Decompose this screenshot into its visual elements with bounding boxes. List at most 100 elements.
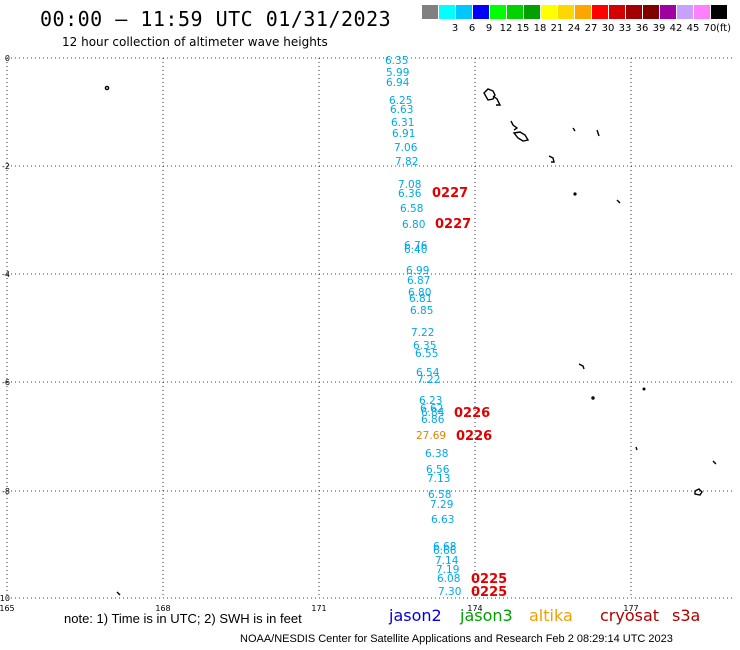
island bbox=[512, 131, 530, 142]
color-scale-tick: 27 bbox=[584, 23, 598, 34]
wave-height-label: 7.13 bbox=[427, 473, 450, 485]
wave-height-label: 7.29 bbox=[430, 499, 453, 511]
footer-note: note: 1) Time is in UTC; 2) SWH is in fe… bbox=[64, 611, 302, 626]
color-scale-tick: 24 bbox=[567, 23, 581, 34]
lat-axis-label: -4 bbox=[2, 270, 10, 279]
wave-height-label: 7.82 bbox=[395, 156, 418, 168]
color-swatch bbox=[626, 5, 642, 19]
satellite-legend-jason3: jason3 bbox=[460, 606, 513, 625]
wave-height-label: 6.55 bbox=[415, 348, 438, 360]
map-title: 00:00 – 11:59 UTC 01/31/2023 bbox=[40, 7, 392, 31]
color-scale-unit: (ft) bbox=[716, 23, 732, 34]
pass-time-label: 0227 bbox=[435, 217, 471, 232]
color-swatch bbox=[575, 5, 591, 19]
color-swatch bbox=[677, 5, 693, 19]
wave-height-label: 6.66 bbox=[433, 545, 457, 557]
color-scale-tick: 30 bbox=[601, 23, 615, 34]
island bbox=[596, 129, 600, 137]
color-scale-tick: 9 bbox=[485, 23, 493, 34]
wave-height-label: 6.94 bbox=[386, 77, 410, 89]
island bbox=[573, 192, 577, 196]
satellite-legend-s3a: s3a bbox=[672, 606, 701, 625]
island bbox=[616, 199, 621, 204]
color-scale-tick: 12 bbox=[499, 23, 513, 34]
color-swatch bbox=[694, 5, 710, 19]
wave-height-label: 6.76 bbox=[404, 240, 428, 252]
color-scale-tick: 42 bbox=[669, 23, 683, 34]
color-swatch bbox=[660, 5, 676, 19]
wave-height-label: 6.62 bbox=[420, 403, 443, 415]
color-swatch bbox=[524, 5, 540, 19]
wave-height-label: 7.08 bbox=[398, 179, 421, 191]
island-outlines bbox=[104, 85, 717, 596]
wave-height-label: 6.58 bbox=[428, 489, 451, 501]
pass-time-label: 0226 bbox=[456, 429, 492, 444]
color-swatch bbox=[473, 5, 489, 19]
wave-height-label: 6.08 bbox=[437, 573, 460, 585]
wave-height-label: 6.81 bbox=[409, 293, 432, 305]
wave-height-label: 6.40 bbox=[404, 244, 427, 256]
lat-axis-label: -6 bbox=[2, 378, 10, 387]
color-swatch bbox=[507, 5, 523, 19]
lon-axis-label: 165 bbox=[0, 604, 15, 613]
wave-height-label: 27.69 bbox=[416, 430, 446, 442]
color-swatch bbox=[558, 5, 574, 19]
lat-axis-label: -10 bbox=[0, 594, 10, 603]
wave-height-label: 6.63 bbox=[390, 104, 413, 116]
color-swatch bbox=[541, 5, 557, 19]
footer-credit: NOAA/NESDIS Center for Satellite Applica… bbox=[240, 633, 673, 645]
wave-height-label: 6.35 bbox=[413, 340, 436, 352]
color-scale-tick: 70 bbox=[703, 23, 717, 34]
color-scale-tick: 45 bbox=[686, 23, 700, 34]
wave-height-label: 7.30 bbox=[438, 586, 461, 598]
color-scale-tick: 6 bbox=[468, 23, 476, 34]
color-scale-tick: 18 bbox=[533, 23, 547, 34]
island bbox=[572, 127, 576, 132]
island bbox=[578, 363, 585, 370]
island bbox=[116, 591, 121, 596]
wave-height-label: 6.80 bbox=[402, 219, 425, 231]
color-swatch bbox=[609, 5, 625, 19]
color-swatch bbox=[592, 5, 608, 19]
wave-height-label: 5.99 bbox=[386, 67, 409, 79]
wave-height-label: 6.35 bbox=[385, 55, 408, 67]
island bbox=[548, 155, 555, 163]
island bbox=[510, 120, 519, 131]
lon-axis-label: 177 bbox=[623, 604, 638, 613]
wave-height-label: 6.87 bbox=[407, 275, 430, 287]
wave-height-label: 6.91 bbox=[392, 128, 415, 140]
wave-height-label: 7.22 bbox=[411, 327, 434, 339]
color-scale-tick: 33 bbox=[618, 23, 632, 34]
wave-height-label: 6.58 bbox=[400, 203, 423, 215]
island bbox=[712, 460, 717, 465]
lat-axis-label: -2 bbox=[2, 162, 10, 171]
island bbox=[591, 396, 595, 400]
island bbox=[642, 387, 646, 391]
lon-axis-label: 171 bbox=[311, 604, 326, 613]
pass-time-label: 0225 bbox=[471, 572, 507, 587]
island bbox=[694, 488, 703, 496]
wave-height-label: 6.25 bbox=[389, 95, 412, 107]
lat-axis-label: -8 bbox=[2, 487, 10, 496]
color-swatch bbox=[711, 5, 727, 19]
wave-height-label: 6.80 bbox=[408, 287, 431, 299]
color-swatch bbox=[456, 5, 472, 19]
satellite-legend-jason2: jason2 bbox=[389, 606, 442, 625]
wave-height-label: 7.06 bbox=[394, 142, 418, 154]
lat-axis-label: 0 bbox=[5, 54, 10, 63]
wave-height-label: 7.22 bbox=[417, 374, 440, 386]
wave-height-label: 6.99 bbox=[406, 265, 429, 277]
wave-height-label: 6.38 bbox=[425, 448, 448, 460]
island bbox=[104, 85, 110, 91]
map-subtitle: 12 hour collection of altimeter wave hei… bbox=[62, 35, 328, 49]
satellite-legend-cryosat: cryosat bbox=[600, 606, 660, 625]
color-scale-tick: 39 bbox=[652, 23, 666, 34]
wave-height-label: 6.31 bbox=[391, 117, 414, 129]
wave-height-label: 6.85 bbox=[410, 305, 433, 317]
color-swatch bbox=[643, 5, 659, 19]
color-scale-tick: 3 bbox=[451, 23, 459, 34]
wave-height-label: 6.63 bbox=[431, 514, 454, 526]
wave-height-label: 6.54 bbox=[416, 367, 440, 379]
